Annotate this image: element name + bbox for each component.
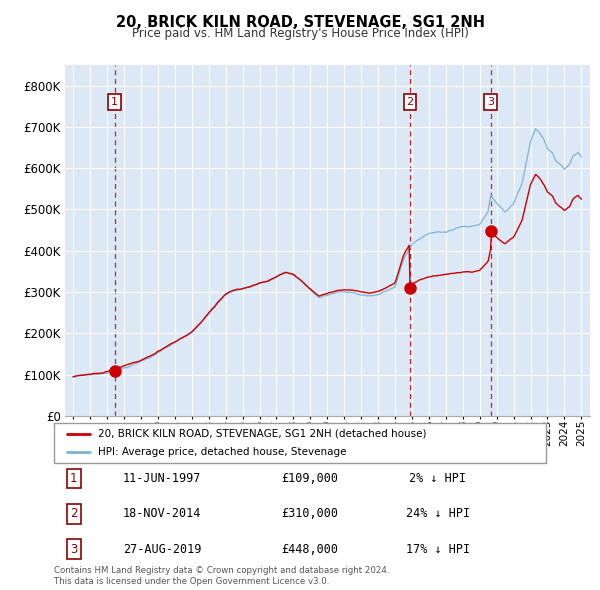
Text: 20, BRICK KILN ROAD, STEVENAGE, SG1 2NH (detached house): 20, BRICK KILN ROAD, STEVENAGE, SG1 2NH … [98,429,427,439]
Text: 20, BRICK KILN ROAD, STEVENAGE, SG1 2NH: 20, BRICK KILN ROAD, STEVENAGE, SG1 2NH [115,15,485,30]
Text: 3: 3 [487,97,494,107]
Text: 2% ↓ HPI: 2% ↓ HPI [409,472,466,485]
Text: HPI: Average price, detached house, Stevenage: HPI: Average price, detached house, Stev… [98,447,347,457]
Text: 2: 2 [406,97,413,107]
Text: 17% ↓ HPI: 17% ↓ HPI [406,543,470,556]
Text: 2: 2 [70,507,77,520]
Text: Price paid vs. HM Land Registry's House Price Index (HPI): Price paid vs. HM Land Registry's House … [131,27,469,40]
Text: 3: 3 [70,543,77,556]
Text: 24% ↓ HPI: 24% ↓ HPI [406,507,470,520]
Text: 1: 1 [70,472,77,485]
Text: 1: 1 [111,97,118,107]
Text: 27-AUG-2019: 27-AUG-2019 [123,543,202,556]
FancyBboxPatch shape [54,423,546,463]
Text: 18-NOV-2014: 18-NOV-2014 [123,507,202,520]
Text: £448,000: £448,000 [281,543,338,556]
Text: £109,000: £109,000 [281,472,338,485]
Text: Contains HM Land Registry data © Crown copyright and database right 2024.: Contains HM Land Registry data © Crown c… [54,566,389,575]
Text: 11-JUN-1997: 11-JUN-1997 [123,472,202,485]
Text: This data is licensed under the Open Government Licence v3.0.: This data is licensed under the Open Gov… [54,577,329,586]
Text: £310,000: £310,000 [281,507,338,520]
